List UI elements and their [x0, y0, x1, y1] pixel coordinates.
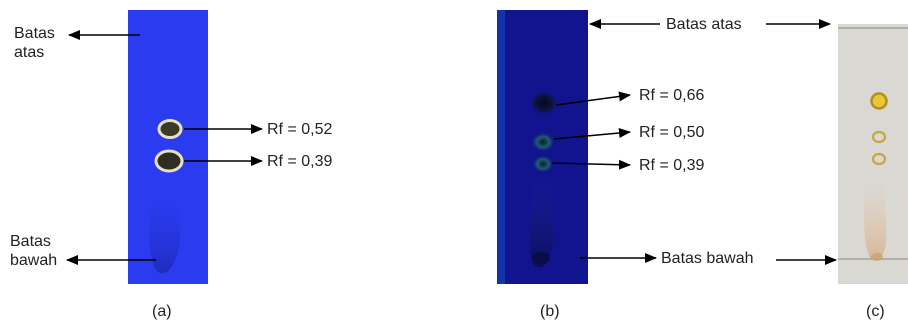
- spot-c-2: [871, 130, 887, 144]
- panel-b-upper-boundary-label: Batas atas: [666, 16, 742, 33]
- panel-b-rf-label-3: Rf = 0,39: [639, 157, 705, 174]
- plate-c: [838, 24, 908, 284]
- panel-c-caption: (c): [866, 303, 885, 320]
- plate-b: [497, 10, 588, 284]
- spot-a-1: [157, 119, 183, 139]
- spot-b-1: [529, 90, 559, 116]
- panel-a-rf-label-1: Rf = 0,52: [267, 121, 333, 138]
- arrows-b: [551, 19, 837, 265]
- panel-b-caption: (b): [540, 303, 560, 320]
- arrows-a: [66, 30, 263, 265]
- plate-a: [128, 10, 208, 284]
- panel-a-lower-boundary-label: Batas bawah: [10, 233, 58, 269]
- panel-a-upper-boundary-label: Batas atas: [14, 25, 55, 61]
- panel-a-caption: (a): [152, 303, 172, 320]
- panel-a-rf-label-2: Rf = 0,39: [267, 153, 333, 170]
- spot-b-2: [531, 132, 555, 152]
- panel-b-rf-label-1: Rf = 0,66: [639, 87, 705, 104]
- spot-c-1: [870, 92, 888, 110]
- spot-a-2: [154, 149, 184, 173]
- panel-b-lower-boundary-label: Batas bawah: [661, 250, 754, 267]
- panel-b-rf-label-2: Rf = 0,50: [639, 124, 705, 141]
- spot-b-3: [532, 155, 554, 173]
- spot-c-3: [871, 152, 887, 166]
